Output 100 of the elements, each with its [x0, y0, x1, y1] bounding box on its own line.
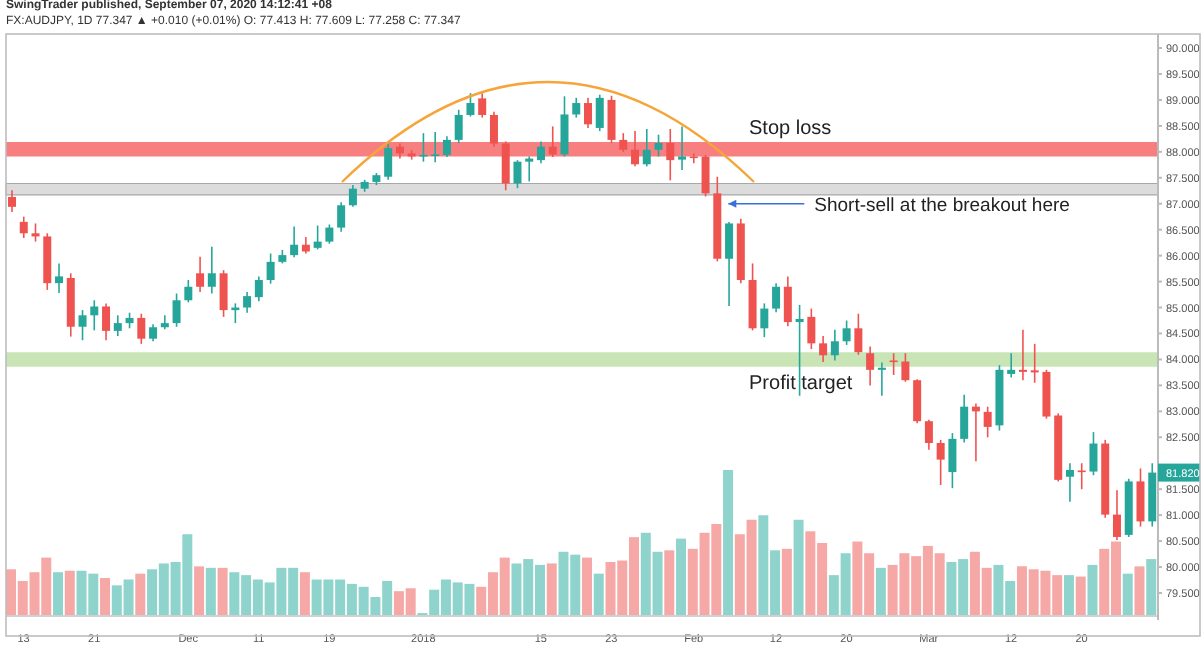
candlestick [348, 184, 357, 208]
candlestick [454, 108, 463, 144]
candlestick [760, 302, 769, 338]
bar [1063, 575, 1074, 616]
candlestick [689, 152, 698, 165]
candlestick [560, 95, 569, 158]
candlestick [313, 224, 322, 251]
bar [1134, 566, 1145, 616]
candlestick [219, 269, 228, 318]
candlestick [1112, 489, 1121, 541]
candlestick [172, 292, 181, 328]
candlestick [678, 125, 687, 171]
candlestick [266, 252, 275, 285]
candlestick [819, 335, 828, 363]
candlestick [654, 133, 663, 158]
candlestick [854, 312, 863, 356]
candlestick [795, 304, 804, 397]
candlestick [254, 275, 263, 303]
candlestick [196, 255, 205, 293]
candlestick [1136, 467, 1145, 528]
bar [1075, 576, 1086, 616]
band-label: Profit target [749, 372, 853, 395]
candlestick [525, 155, 534, 183]
candlestick [701, 154, 710, 198]
candlestick [924, 418, 933, 451]
candlestick [830, 329, 839, 362]
candlestick [948, 432, 957, 489]
bar [793, 519, 804, 616]
candlestick [772, 282, 781, 314]
candlestick [866, 345, 875, 387]
candlestick [889, 352, 898, 376]
candlestick [19, 215, 28, 239]
candlestick [595, 93, 604, 132]
candlestick [877, 361, 886, 397]
candlestick [113, 314, 122, 337]
bar [593, 573, 604, 616]
bar [299, 572, 310, 616]
candlestick [642, 128, 651, 168]
candlestick [384, 140, 393, 181]
bar [875, 567, 886, 616]
bar [64, 570, 75, 616]
candlestick [936, 439, 945, 486]
bar [664, 550, 675, 616]
candlestick [43, 232, 52, 291]
candlestick [489, 111, 498, 148]
candlestick [160, 314, 169, 331]
bar [217, 567, 228, 616]
candlestick [243, 291, 252, 314]
candlestick [466, 92, 475, 118]
bar [194, 566, 205, 616]
candlestick [1042, 369, 1051, 420]
candlestick [102, 302, 111, 342]
candlestick [631, 130, 640, 168]
candlestick [1018, 329, 1027, 381]
candlestick [619, 132, 628, 153]
candlestick [960, 393, 969, 444]
bar [100, 578, 111, 616]
candlestick [325, 223, 334, 245]
candlestick [783, 275, 792, 328]
candlestick [137, 312, 146, 345]
band-label: Stop loss [749, 117, 832, 140]
candlestick [442, 135, 451, 158]
candlestick [1030, 343, 1039, 384]
bar [546, 563, 557, 616]
candlestick [1065, 462, 1074, 503]
candlestick [337, 201, 346, 233]
bar [676, 538, 687, 616]
candlestick [31, 222, 40, 243]
candlestick [1007, 352, 1016, 379]
candlestick [572, 97, 581, 119]
candlestick [290, 225, 299, 258]
candlestick [419, 132, 428, 163]
candlestick [725, 221, 734, 307]
candlestick [666, 128, 675, 182]
bar [135, 573, 146, 616]
candlestick [607, 94, 616, 144]
candlestick [842, 319, 851, 346]
annotation: Short-sell at the breakout here [814, 194, 1070, 217]
candlestick [78, 309, 87, 342]
bar [781, 548, 792, 616]
bar [53, 572, 64, 616]
candlestick [431, 131, 440, 163]
candlestick [913, 378, 922, 425]
bar [1122, 573, 1133, 616]
candlestick [90, 299, 99, 332]
candlestick [536, 140, 545, 165]
candlestick [184, 279, 193, 304]
candlestick [983, 405, 992, 439]
bar [723, 470, 734, 616]
candlestick [1089, 431, 1098, 476]
bar [1087, 564, 1098, 616]
bar [205, 567, 216, 616]
bar [582, 557, 592, 616]
candlestick [807, 307, 816, 350]
candlestick [8, 189, 16, 213]
bar [1146, 559, 1157, 616]
candlestick [584, 97, 592, 129]
candlestick [513, 159, 522, 189]
candlestick [55, 262, 64, 294]
candlestick [207, 246, 216, 295]
